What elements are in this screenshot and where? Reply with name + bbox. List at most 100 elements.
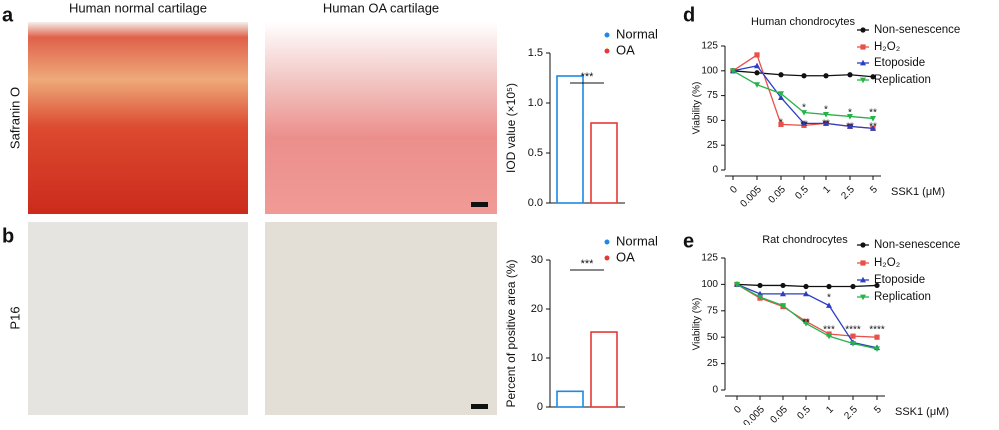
marker (850, 341, 856, 347)
legend-label: Replication (874, 291, 931, 303)
legend-label: OA (616, 42, 635, 57)
y-tick-label: 0 (537, 401, 543, 413)
x-tick-label: 2.5 (839, 184, 857, 202)
marker (778, 72, 784, 78)
marker (850, 283, 856, 290)
marker (874, 334, 880, 340)
significance: * (827, 293, 831, 304)
panel-label: b (2, 225, 14, 247)
marker (803, 321, 809, 327)
marker (847, 72, 853, 78)
image-title: Human OA cartilage (323, 0, 439, 15)
micrograph (265, 22, 497, 214)
marker (778, 121, 784, 127)
micrograph (28, 22, 248, 214)
significance: *** (581, 71, 595, 83)
x-tick-label: 0 (732, 404, 744, 416)
marker (826, 283, 832, 290)
marker (860, 44, 866, 50)
x-tick-label: 1 (824, 404, 836, 416)
x-tick-label: 0.05 (768, 404, 790, 425)
significance: **** (845, 325, 861, 336)
significance: ** (869, 122, 877, 133)
marker (734, 282, 740, 288)
significance: ** (869, 108, 877, 119)
micrograph (265, 222, 497, 415)
significance: ** (800, 120, 808, 131)
significance: *** (581, 258, 595, 270)
y-tick-label: 0.5 (528, 147, 543, 159)
significance: *** (823, 325, 835, 336)
y-axis-label: Viability (%) (692, 298, 703, 351)
marker (870, 74, 876, 80)
x-tick-label: 1 (821, 184, 833, 196)
image-title: Human normal cartilage (69, 0, 207, 15)
chart-title: Human chondrocytes (751, 16, 855, 28)
marker (778, 94, 784, 100)
y-tick-label: 30 (531, 254, 543, 266)
marker (847, 114, 853, 120)
legend-dot (604, 32, 610, 38)
marker (823, 120, 829, 126)
y-axis-label: Percent of positive area (%) (504, 259, 518, 407)
y-tick-label: 125 (701, 253, 718, 264)
legend-label: H₂O₂ (874, 257, 900, 269)
marker (754, 70, 760, 76)
significance: * (824, 105, 828, 116)
row-label: P16 (7, 306, 22, 329)
x-tick-label: 2.5 (842, 404, 860, 422)
y-tick-label: 50 (707, 332, 719, 343)
legend-label: H₂O₂ (874, 41, 900, 53)
marker (826, 333, 832, 340)
y-axis-label: Viability (%) (692, 82, 703, 135)
marker (801, 73, 807, 79)
marker (778, 91, 784, 97)
marker (801, 120, 807, 126)
legend-label: Non-senescence (874, 239, 960, 251)
row-label: Safranin O (7, 87, 22, 149)
legend-label: Non-senescence (874, 24, 960, 36)
marker (780, 282, 786, 289)
legend-dot (604, 239, 610, 245)
x-tick-label: 0.005 (739, 184, 765, 210)
bar (590, 122, 618, 204)
significance: ** (846, 122, 854, 133)
marker (860, 242, 866, 248)
y-tick-label: 10 (531, 352, 543, 364)
marker (860, 77, 866, 84)
marker (870, 116, 876, 122)
significance: ** (822, 119, 830, 130)
significance: * (802, 103, 806, 114)
marker (874, 282, 880, 289)
y-tick-label: 0 (712, 165, 718, 176)
legend-label: Replication (874, 74, 931, 86)
y-tick-label: 75 (707, 305, 719, 316)
y-tick-label: 50 (707, 115, 719, 126)
bar (590, 331, 618, 408)
significance: ** (802, 318, 810, 329)
legend-label: Normal (616, 26, 658, 41)
panel-label: d (683, 4, 695, 26)
y-tick-label: 100 (701, 279, 718, 290)
significance: * (779, 118, 783, 129)
y-tick-label: 0.0 (528, 197, 543, 209)
marker (801, 110, 807, 116)
y-tick-label: 1.5 (528, 47, 543, 59)
y-tick-label: 20 (531, 303, 543, 315)
x-tick-label: 0 (728, 184, 740, 196)
legend-label: Etoposide (874, 57, 925, 69)
marker (757, 282, 763, 289)
y-tick-label: 25 (707, 358, 719, 369)
y-tick-label: 25 (707, 140, 719, 151)
x-tick-label: 0.05 (766, 184, 788, 206)
x-tick-label: 5 (872, 404, 884, 416)
scale-bar (471, 202, 488, 207)
marker (870, 125, 876, 131)
marker (850, 333, 856, 339)
marker (860, 294, 866, 301)
x-tick-label: 0.005 (742, 404, 768, 425)
marker (754, 62, 760, 69)
y-tick-label: 100 (701, 65, 718, 76)
bar (556, 390, 584, 408)
